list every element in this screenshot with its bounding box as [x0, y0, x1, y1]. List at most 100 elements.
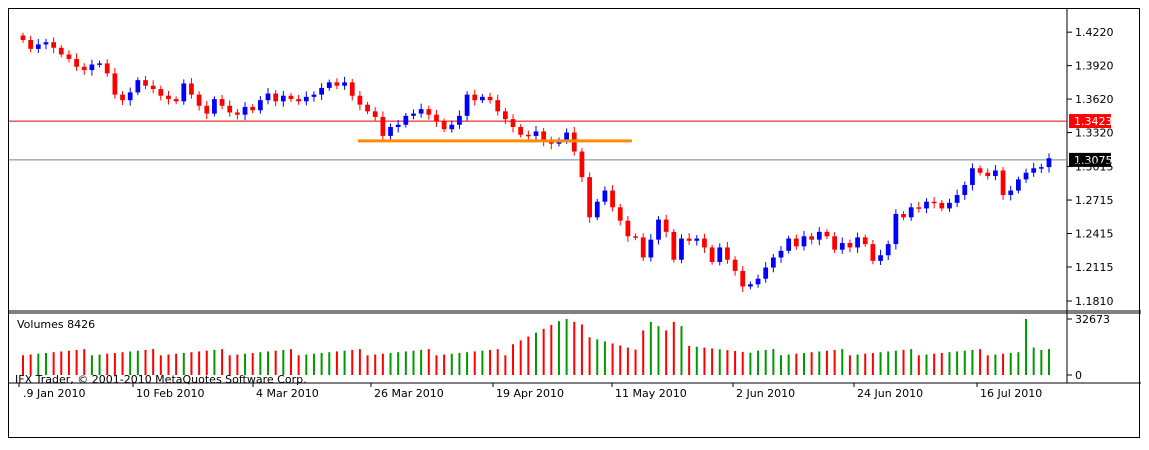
candle-body — [640, 237, 646, 258]
candle-body — [1031, 168, 1037, 173]
candle-body — [334, 82, 340, 86]
price-tick-label: 1.2415 — [1075, 228, 1114, 241]
candle-body — [411, 113, 416, 116]
time-tick-label: 26 Mar 2010 — [374, 387, 444, 400]
candle-body — [242, 106, 248, 115]
candle-body — [832, 236, 837, 250]
candle-body — [901, 213, 906, 218]
candle-body — [862, 237, 868, 245]
candle-body — [793, 238, 799, 247]
candle-body — [924, 201, 929, 209]
candle-body — [81, 66, 87, 71]
chart-window: 1.3423 1.3075 1.4220 1.3920 1.3620 1.3320 1.3… — [8, 8, 1141, 438]
volume-bars-layer — [22, 319, 1050, 375]
candle-body — [51, 42, 57, 48]
candle-body — [388, 126, 393, 136]
candle-body — [694, 238, 700, 241]
candle-body — [74, 58, 79, 67]
candle-body — [985, 172, 991, 177]
candle-body — [357, 95, 363, 105]
candle-body — [204, 105, 210, 114]
candle-body — [625, 220, 631, 237]
candle-body — [464, 94, 470, 116]
candle-body — [947, 202, 952, 209]
time-tick-label: 24 Jun 2010 — [857, 387, 923, 400]
price-axis: 1.4220 1.3920 1.3620 1.3320 1.3015 1.2715 1.24… — [1067, 26, 1114, 308]
candle-body — [1015, 179, 1021, 191]
candle-body — [855, 237, 860, 248]
candle-body — [257, 100, 263, 111]
candle-body — [847, 242, 853, 248]
candle-body — [1023, 172, 1029, 180]
candle-body — [770, 257, 776, 268]
candle-body — [189, 83, 194, 95]
candle-body — [778, 250, 784, 258]
candle-body — [939, 202, 945, 209]
candle-body — [143, 80, 148, 86]
candle-body — [395, 124, 401, 127]
candle-body — [288, 95, 294, 100]
volume-axis: 32673 0 — [1067, 313, 1110, 382]
candle-body — [510, 119, 516, 127]
candle-body — [472, 94, 478, 101]
candle-body — [564, 132, 570, 141]
candle-body — [610, 190, 615, 208]
candle-body — [326, 82, 332, 88]
candle-body — [227, 105, 233, 113]
candle-body — [502, 111, 508, 120]
price-tick-label: 1.3920 — [1075, 60, 1114, 73]
candle-body — [732, 259, 738, 271]
candle-body — [602, 190, 608, 202]
candle-body — [441, 121, 447, 130]
candle-body — [296, 99, 302, 102]
candle-body — [135, 80, 141, 93]
candle-body — [97, 63, 102, 65]
candle-body — [1008, 190, 1014, 196]
candle-body — [265, 93, 271, 101]
candle-body — [158, 89, 164, 96]
candle-body — [816, 231, 822, 240]
price-tick-label: 1.2715 — [1075, 194, 1114, 207]
price-tick-label: 1.1810 — [1075, 295, 1114, 308]
price-tick-label: 1.3620 — [1075, 93, 1114, 106]
volume-tick-label: 0 — [1075, 369, 1082, 382]
candle-body — [977, 168, 983, 173]
time-tick-label: 19 Apr 2010 — [496, 387, 564, 400]
candle-body — [671, 231, 677, 260]
candle-body — [150, 85, 156, 90]
candle-body — [487, 96, 493, 101]
candle-body — [342, 82, 347, 86]
candle-body — [365, 104, 370, 112]
candle-body — [908, 207, 914, 218]
price-tick-label: 1.3015 — [1075, 161, 1114, 174]
candle-body — [235, 112, 240, 115]
candle-body — [541, 131, 547, 142]
candle-body — [43, 42, 49, 45]
candle-body — [648, 239, 654, 258]
candle-body — [173, 99, 179, 102]
candle-body — [219, 99, 225, 106]
candle-body — [709, 247, 715, 262]
candle-body — [755, 278, 761, 285]
candle-body — [311, 94, 317, 97]
candle-body — [403, 115, 409, 125]
candle-body — [196, 94, 202, 106]
candle-body — [878, 255, 883, 261]
candle-body — [380, 116, 386, 136]
time-tick-label: 16 Jul 2010 — [980, 387, 1042, 400]
candle-body — [525, 134, 531, 137]
candle-body — [970, 168, 975, 185]
copyright-watermark: IFX Trader, © 2001-2010 MetaQuotes Softw… — [15, 373, 307, 386]
candle-body — [870, 244, 876, 261]
candle-body — [449, 124, 455, 130]
candle-body — [112, 73, 118, 95]
candle-body — [702, 238, 707, 248]
candle-body — [686, 238, 692, 241]
candle-body — [962, 184, 968, 196]
candle-body — [786, 238, 792, 251]
candle-body — [434, 114, 439, 122]
candle-body — [280, 95, 286, 102]
candle-body — [725, 247, 730, 260]
time-tick-label: .9 Jan 2010 — [23, 387, 85, 400]
candle-body — [212, 99, 217, 114]
